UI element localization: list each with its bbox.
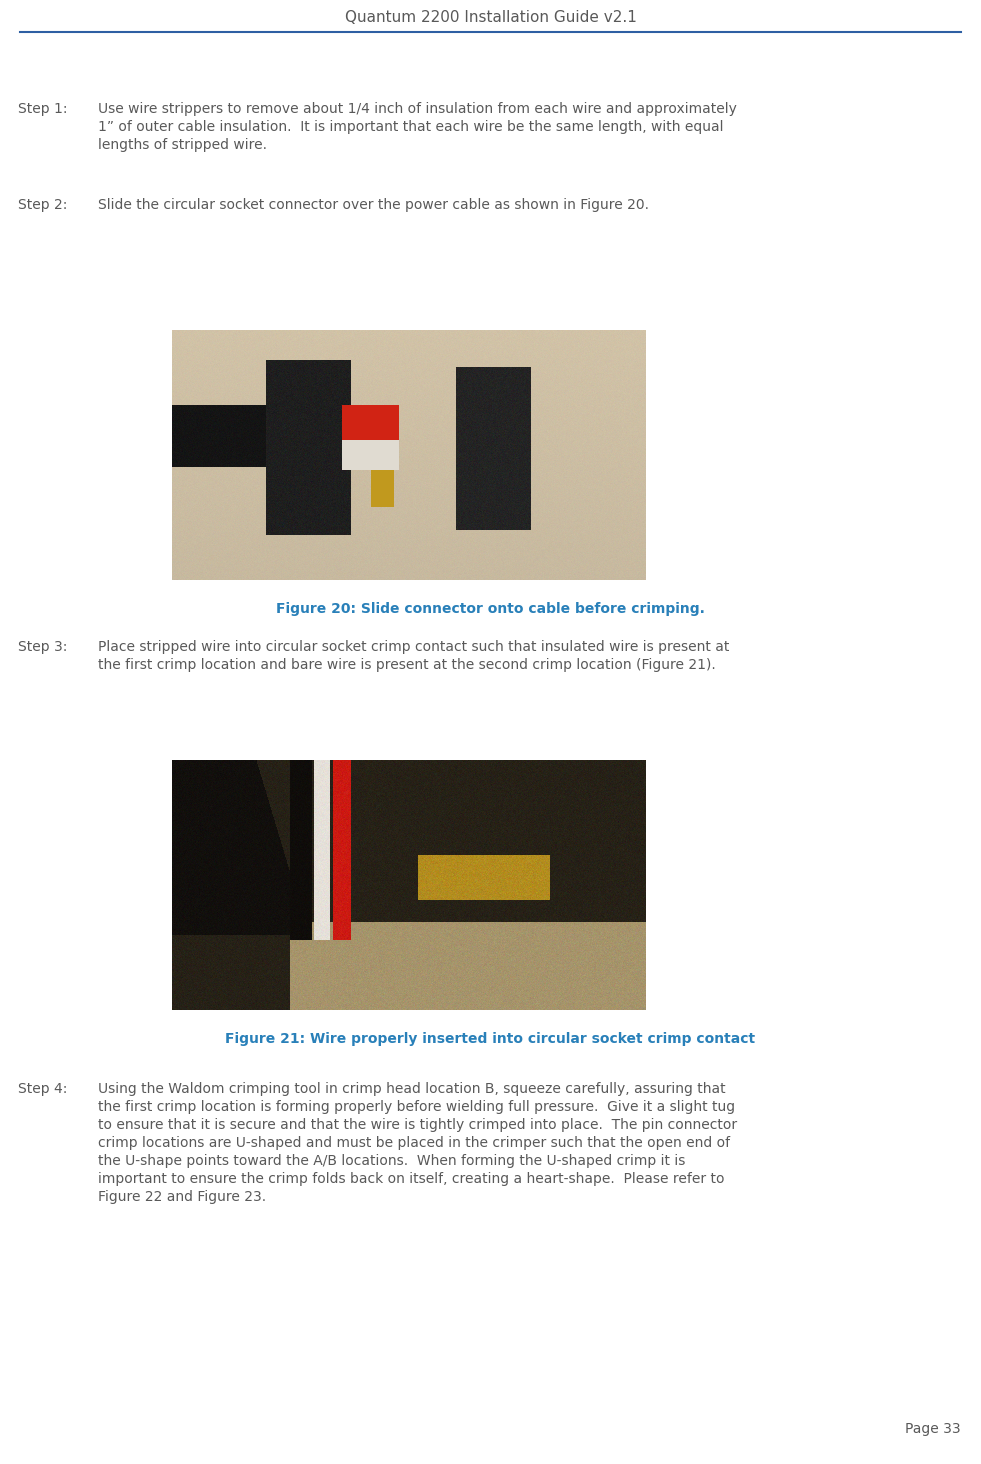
Text: Page 33: Page 33 [905,1422,961,1436]
Text: 1” of outer cable insulation.  It is important that each wire be the same length: 1” of outer cable insulation. It is impo… [98,120,724,135]
Text: Use wire strippers to remove about 1/4 inch of insulation from each wire and app: Use wire strippers to remove about 1/4 i… [98,102,737,116]
Text: Step 1:: Step 1: [18,102,68,116]
Text: Using the Waldom crimping tool in crimp head location B, squeeze carefully, assu: Using the Waldom crimping tool in crimp … [98,1082,726,1097]
Text: important to ensure the crimp folds back on itself, creating a heart-shape.  Ple: important to ensure the crimp folds back… [98,1173,725,1186]
Text: Step 2:: Step 2: [18,198,68,212]
Text: Slide the circular socket connector over the power cable as shown in Figure 20.: Slide the circular socket connector over… [98,198,649,212]
Text: the first crimp location is forming properly before wielding full pressure.  Giv: the first crimp location is forming prop… [98,1099,735,1114]
Text: Quantum 2200 Installation Guide v2.1: Quantum 2200 Installation Guide v2.1 [344,10,637,25]
Text: Figure 21: Wire properly inserted into circular socket crimp contact: Figure 21: Wire properly inserted into c… [226,1032,755,1045]
Text: the U-shape points toward the A/B locations.  When forming the U-shaped crimp it: the U-shape points toward the A/B locati… [98,1154,686,1168]
Text: to ensure that it is secure and that the wire is tightly crimped into place.  Th: to ensure that it is secure and that the… [98,1118,737,1132]
Text: Figure 20: Slide connector onto cable before crimping.: Figure 20: Slide connector onto cable be… [276,602,705,616]
Text: Step 4:: Step 4: [18,1082,68,1097]
Text: Place stripped wire into circular socket crimp contact such that insulated wire : Place stripped wire into circular socket… [98,640,730,654]
Text: Step 3:: Step 3: [18,640,68,654]
Text: crimp locations are U-shaped and must be placed in the crimper such that the ope: crimp locations are U-shaped and must be… [98,1136,730,1151]
Text: the first crimp location and bare wire is present at the second crimp location (: the first crimp location and bare wire i… [98,657,716,672]
Text: Figure 22 and Figure 23.: Figure 22 and Figure 23. [98,1190,266,1203]
Text: lengths of stripped wire.: lengths of stripped wire. [98,138,267,152]
